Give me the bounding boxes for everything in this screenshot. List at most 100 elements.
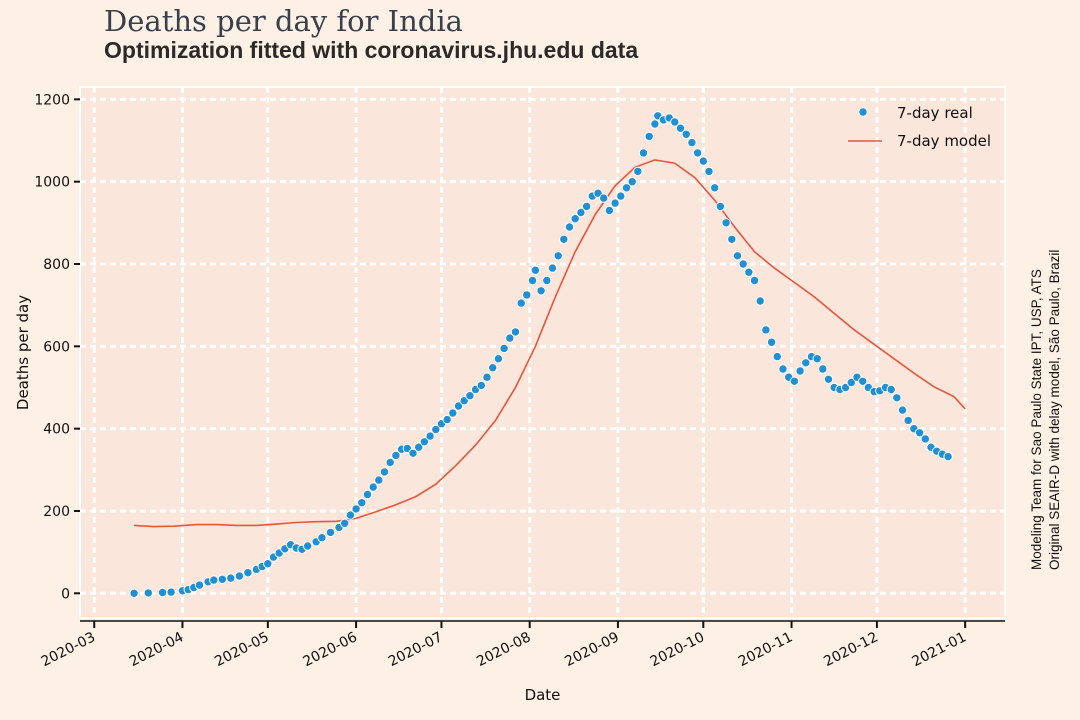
real-point [778, 364, 788, 374]
real-point [553, 251, 563, 261]
real-point [621, 183, 632, 193]
real-point [914, 428, 925, 438]
x-tick-label: 2020-04 [127, 629, 186, 670]
real-point [766, 337, 777, 347]
y-tick-label: 600 [43, 339, 70, 355]
x-tick-label: 2020-11 [736, 629, 795, 670]
real-point [351, 504, 361, 514]
side-note: Modeling Team for Sao Paulo State IPT, U… [1028, 250, 1064, 570]
real-point [263, 559, 273, 569]
y-tick-label: 400 [43, 422, 70, 438]
real-point [795, 366, 805, 376]
real-point [755, 296, 765, 306]
real-point [505, 333, 515, 343]
x-axis: 2020-03 2020-04 2020-05 2020-06 2020-07 2020-… [39, 620, 1005, 670]
legend-real-label: 7-day real [897, 104, 973, 122]
y-axis-title: Deaths per day [14, 295, 32, 410]
real-point [129, 588, 139, 598]
real-point [761, 325, 771, 335]
real-point [217, 574, 228, 584]
real-point [465, 391, 475, 401]
real-point [599, 193, 609, 203]
real-point [627, 177, 637, 187]
x-tick-label: 2020-03 [39, 629, 98, 670]
real-point [920, 434, 930, 444]
real-point [610, 198, 620, 208]
real-point [345, 510, 356, 520]
real-point [633, 166, 643, 177]
real-point [234, 571, 245, 581]
real-point [143, 588, 154, 598]
real-point [715, 201, 726, 212]
real-point [616, 191, 626, 201]
real-point [789, 376, 800, 386]
real-point [522, 290, 532, 300]
real-point [812, 354, 822, 364]
x-tick-label: 2020-06 [301, 629, 360, 670]
x-tick-label: 2020-12 [821, 629, 880, 670]
real-point [772, 351, 782, 362]
real-point [448, 408, 458, 418]
grid-lines [80, 87, 1005, 618]
chart-subtitle: Optimization fitted with coronavirus.jhu… [104, 37, 639, 63]
real-point [442, 414, 452, 425]
x-tick-label: 2020-10 [648, 629, 707, 670]
x-tick-label: 2020-08 [474, 629, 533, 670]
real-point [527, 275, 538, 286]
real-point [547, 263, 558, 273]
real-point [897, 405, 908, 415]
legend-model-label: 7-day model [897, 132, 991, 150]
real-point [493, 354, 504, 364]
x-axis-title: Date [525, 686, 561, 704]
chart-title: Deaths per day for India [104, 4, 463, 38]
real-point [419, 437, 430, 447]
real-point [530, 265, 541, 275]
real-point [379, 467, 390, 477]
model-line [134, 159, 966, 528]
real-point [732, 251, 743, 261]
real-point [638, 148, 649, 158]
x-tick-label: 2020-07 [386, 629, 445, 670]
model-series [134, 159, 966, 528]
real-point [846, 377, 856, 388]
real-point [516, 298, 526, 308]
real-series [129, 111, 953, 598]
side-note-line-2: Original SEAIR-D with delay model, São P… [1047, 249, 1062, 570]
real-point [368, 482, 378, 492]
y-tick-label: 1200 [34, 92, 70, 108]
real-point [510, 327, 521, 337]
real-point [340, 518, 350, 528]
real-point [604, 205, 615, 216]
real-point [166, 587, 176, 597]
real-point [564, 222, 575, 232]
plot-background [79, 86, 1006, 619]
real-point [536, 286, 546, 296]
real-point [675, 123, 686, 133]
real-point [687, 137, 697, 148]
real-point [670, 117, 680, 127]
real-point [892, 393, 902, 403]
y-tick-label: 200 [43, 504, 70, 520]
real-point [858, 376, 868, 386]
real-point [431, 424, 441, 435]
real-point [391, 450, 401, 461]
y-tick-label: 800 [43, 257, 70, 273]
real-point [325, 527, 336, 538]
legend: 7-day real 7-day model [848, 104, 991, 150]
real-point [644, 131, 654, 142]
real-point [303, 541, 313, 551]
real-point [681, 129, 691, 140]
legend-real-marker [858, 107, 868, 117]
real-point [209, 575, 219, 585]
real-point [576, 207, 586, 218]
real-point [744, 267, 754, 277]
real-point [243, 568, 253, 578]
real-point [823, 374, 834, 384]
x-tick-label: 2021-01 [910, 629, 969, 670]
real-point [581, 201, 592, 212]
real-point [943, 451, 953, 462]
real-point [650, 119, 660, 129]
y-axis: 0 200 400 600 800 1000 1200 [34, 92, 80, 602]
x-tick-label: 2020-09 [562, 629, 621, 670]
